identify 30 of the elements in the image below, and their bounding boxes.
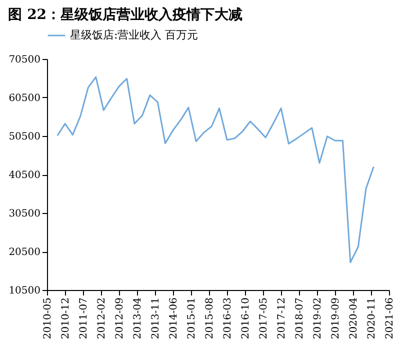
x-tick-label: 2014-06 bbox=[168, 298, 180, 340]
y-tick-label: 40500 bbox=[8, 170, 40, 181]
x-tick-label: 2018-07 bbox=[294, 298, 306, 340]
x-tick-label: 2021-06 bbox=[384, 298, 396, 340]
y-tick-label: 30500 bbox=[8, 208, 40, 220]
x-tick-label: 2011-07 bbox=[78, 298, 90, 340]
x-tick-label: 2015-01 bbox=[186, 298, 198, 340]
x-tick-label: 2015-08 bbox=[204, 298, 216, 340]
y-tick-label: 20500 bbox=[8, 247, 40, 258]
y-tick-label: 50500 bbox=[8, 132, 40, 142]
x-tick-label: 2013-04 bbox=[132, 298, 144, 340]
x-tick-label: 2017-05 bbox=[258, 298, 270, 340]
x-tick-label: 2012-02 bbox=[96, 298, 108, 340]
x-tick-label: 2010-12 bbox=[60, 298, 72, 340]
x-tick-label: 2016-10 bbox=[240, 298, 252, 340]
x-tick-label: 2020-04 bbox=[348, 298, 360, 340]
x-tick-label: 2013-11 bbox=[150, 298, 162, 340]
x-tick-label: 2017-12 bbox=[276, 298, 288, 340]
x-tick-label: 2010-05 bbox=[42, 298, 54, 340]
x-tick-label: 2016-03 bbox=[222, 298, 234, 340]
y-tick-label: 10500 bbox=[8, 286, 40, 296]
x-tick-label: 2019-09 bbox=[330, 298, 342, 340]
x-tick-label: 2020-11 bbox=[366, 298, 378, 340]
line-series bbox=[56, 76, 374, 264]
y-tick-label: 60500 bbox=[8, 93, 40, 104]
x-tick-label: 2012-09 bbox=[114, 298, 126, 340]
chart-title: 图 22：星级饭店营业收入疫情下大减 bbox=[8, 6, 243, 23]
x-tick-label: 2019-02 bbox=[312, 298, 324, 340]
y-tick-label: 70500 bbox=[8, 54, 40, 66]
legend-label: 星级饭店:营业收入 百万元 bbox=[70, 28, 198, 42]
